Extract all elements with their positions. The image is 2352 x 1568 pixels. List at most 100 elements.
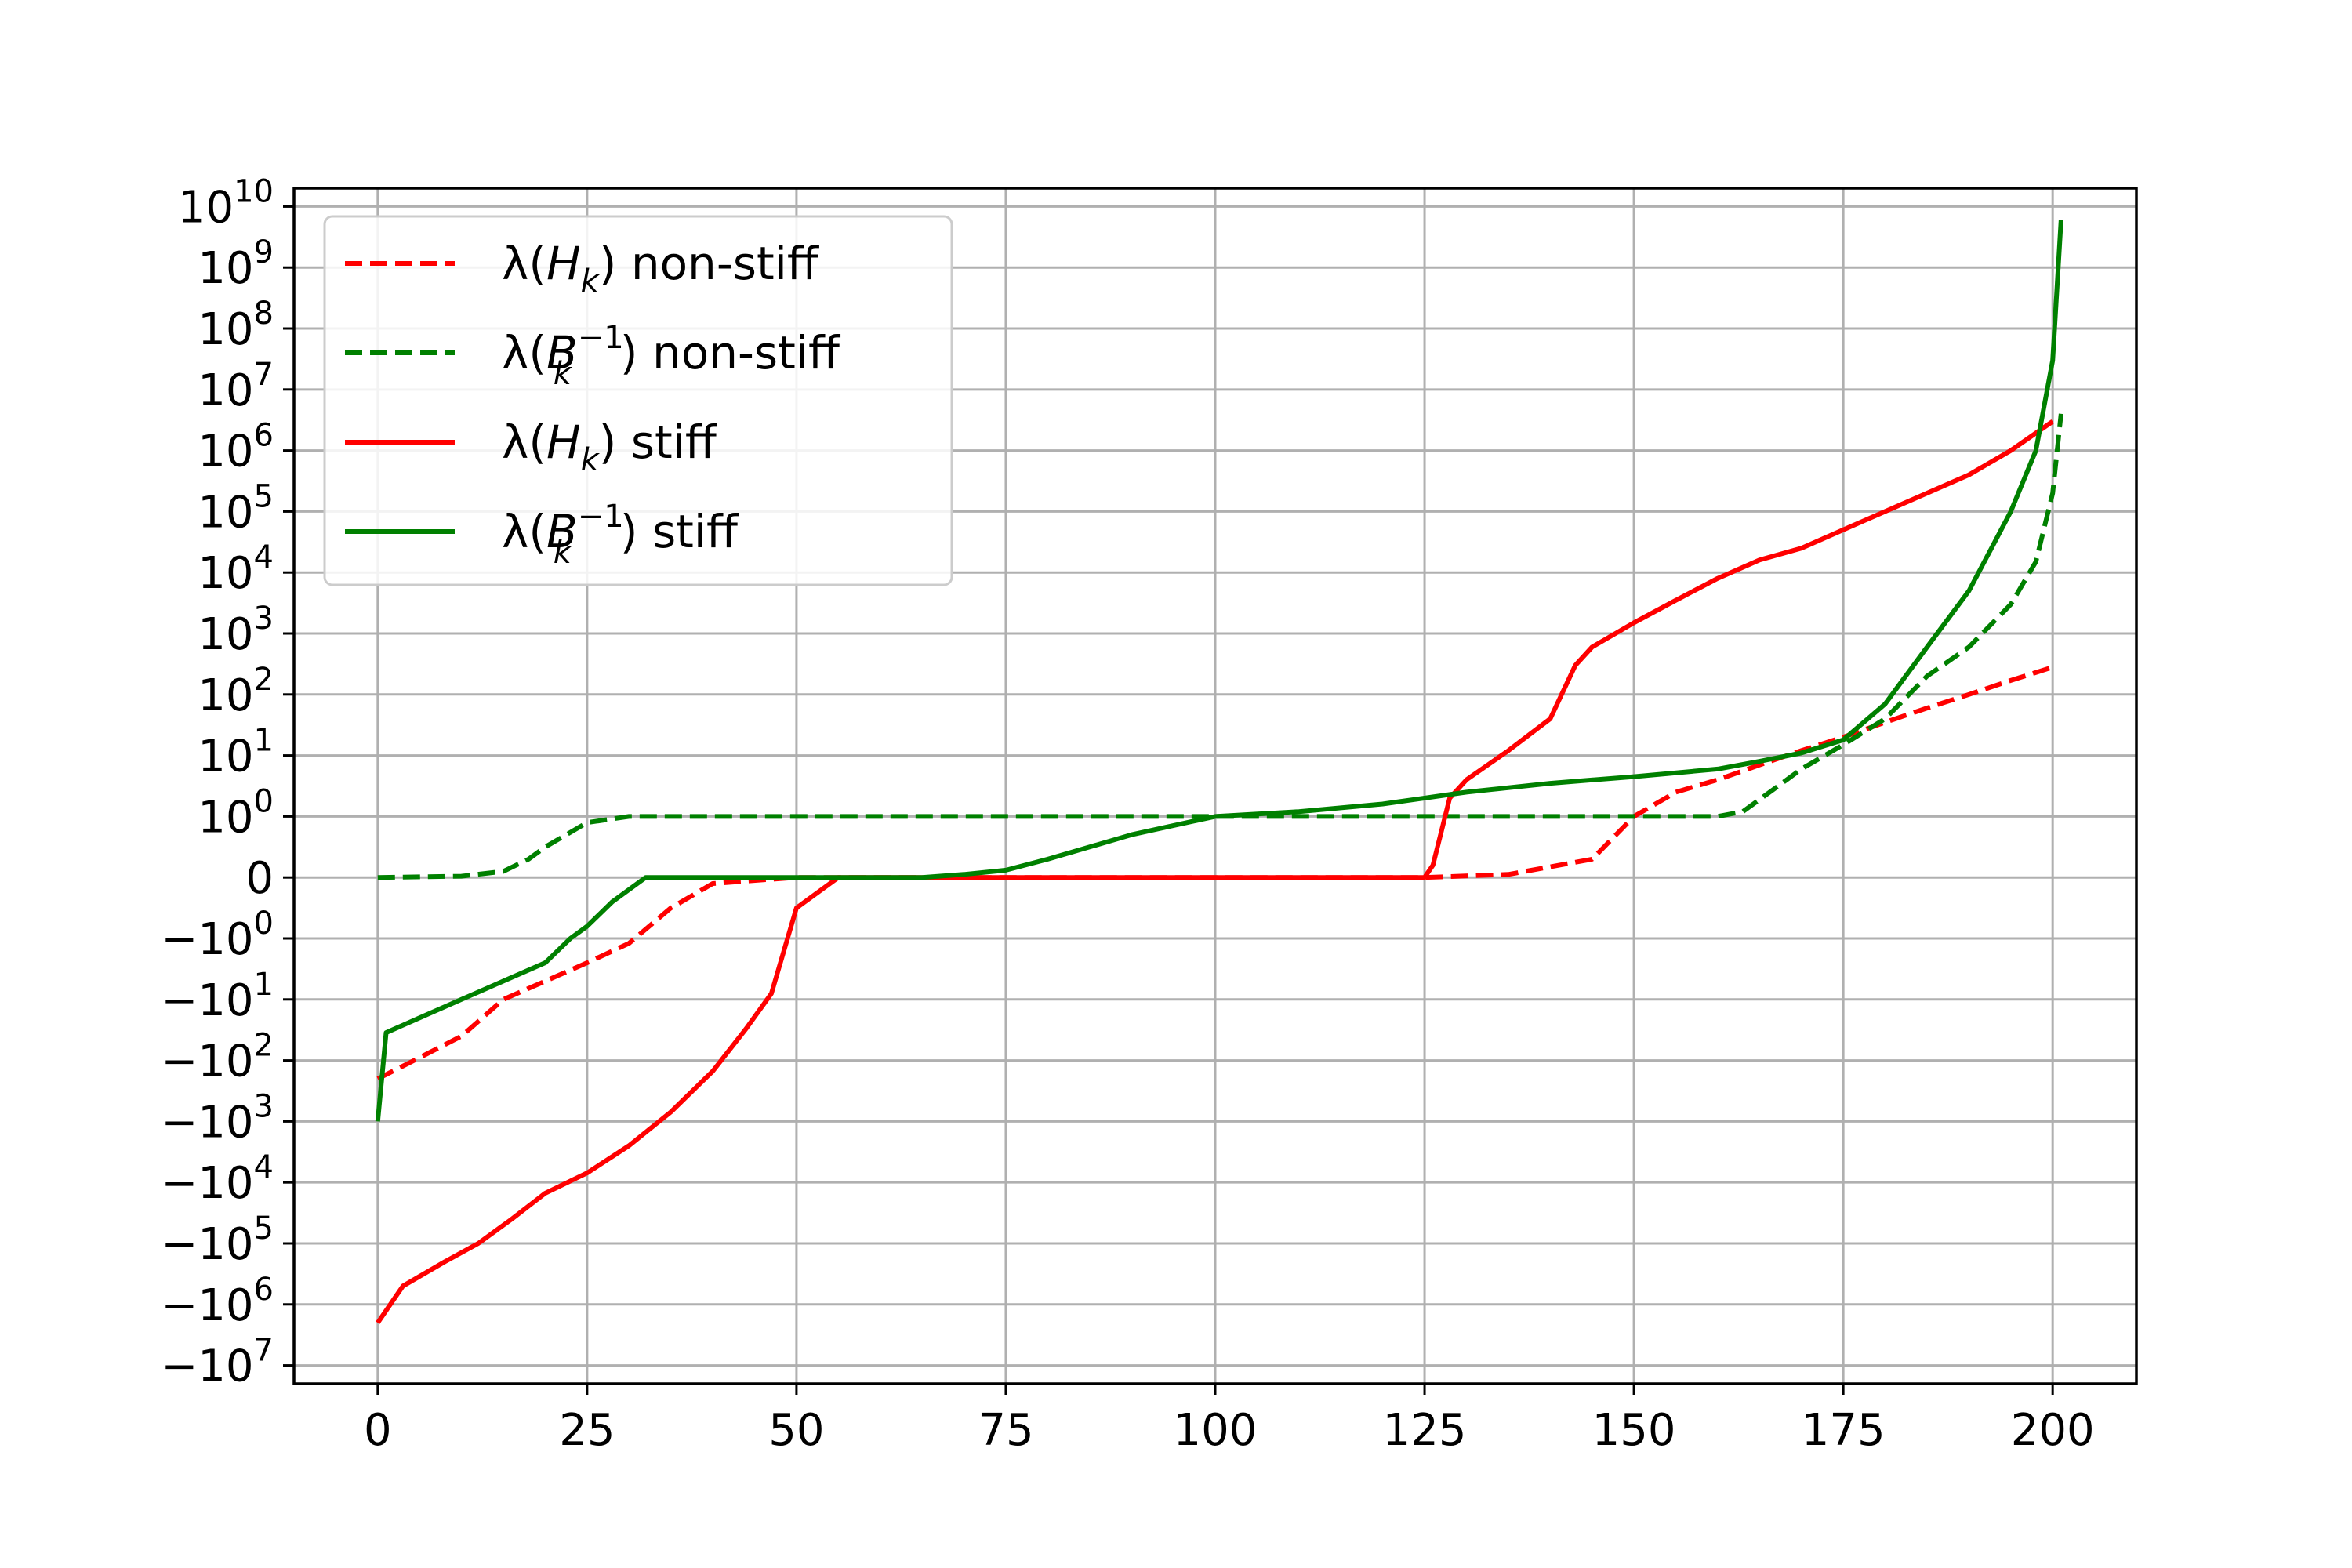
y-tick-exponent: 4 bbox=[254, 539, 274, 575]
y-tick-base: 10 bbox=[198, 609, 253, 660]
y-tick-base: 10 bbox=[198, 487, 253, 538]
y-tick-base: −10 bbox=[161, 1280, 253, 1331]
y-tick-exponent: 1 bbox=[254, 967, 274, 1003]
series-line-1 bbox=[376, 665, 2054, 1081]
y-tick-exponent: 7 bbox=[254, 357, 274, 393]
y-tick-base: −10 bbox=[161, 1158, 253, 1209]
y-tick-exponent: 0 bbox=[254, 906, 274, 942]
y-tick-base: 10 bbox=[198, 304, 253, 355]
legend-suffix: ) stiff bbox=[599, 416, 718, 469]
legend-subscript: k bbox=[554, 535, 573, 571]
y-tick-exponent: 6 bbox=[254, 418, 274, 454]
series-lines bbox=[375, 220, 2063, 1324]
legend-label: λ(B−1 k ) stiff bbox=[502, 499, 739, 571]
y-tick-label: 108 bbox=[198, 296, 274, 355]
x-tick-label: 100 bbox=[1174, 1405, 1258, 1456]
y-tick-label: −103 bbox=[161, 1088, 274, 1148]
y-tick-base: 10 bbox=[198, 365, 253, 416]
y-tick-label: 1010 bbox=[178, 173, 274, 233]
series-line-3 bbox=[376, 419, 2054, 1324]
y-tick-label: 107 bbox=[198, 357, 274, 416]
y-tick-label: 102 bbox=[198, 662, 274, 721]
x-tick-label: 150 bbox=[1592, 1405, 1676, 1456]
y-tick-label: −106 bbox=[161, 1272, 274, 1331]
legend-variable: H bbox=[546, 237, 581, 290]
legend-prefix: λ( bbox=[502, 326, 546, 379]
y-tick-label: 104 bbox=[198, 539, 274, 599]
x-tick-label: 25 bbox=[559, 1405, 615, 1456]
y-tick-exponent: 9 bbox=[254, 234, 274, 270]
legend-suffix: ) stiff bbox=[620, 505, 739, 558]
legend-suffix: ) non-stiff bbox=[599, 237, 820, 290]
y-tick-base: 10 bbox=[198, 426, 253, 477]
legend-label: λ(Hk) non-stiff bbox=[502, 237, 820, 299]
y-tick-base: −10 bbox=[161, 1219, 253, 1270]
y-tick-exponent: 3 bbox=[254, 1088, 274, 1124]
y-tick-base: −10 bbox=[161, 1341, 253, 1392]
y-tick-base: 10 bbox=[198, 670, 253, 721]
y-tick-exponent: 1 bbox=[254, 723, 274, 759]
legend-prefix: λ( bbox=[502, 237, 546, 290]
legend-superscript: −1 bbox=[578, 320, 624, 356]
y-tick-exponent: 3 bbox=[254, 601, 274, 637]
y-tick-base: 10 bbox=[198, 243, 253, 294]
x-axis: 0 25 50 75 100 125 150 175 200 bbox=[364, 1384, 2095, 1456]
y-tick-exponent: 2 bbox=[254, 1028, 274, 1064]
y-tick-base: −10 bbox=[161, 975, 253, 1026]
y-tick-exponent: 2 bbox=[254, 662, 274, 698]
legend-subscript: k bbox=[554, 356, 573, 392]
y-tick-base: −10 bbox=[161, 1097, 253, 1148]
y-tick-exponent: 8 bbox=[254, 296, 274, 332]
x-tick-label: 200 bbox=[2011, 1405, 2095, 1456]
y-tick-label: 100 bbox=[198, 783, 274, 843]
legend-label: λ(Hk) stiff bbox=[502, 416, 718, 478]
y-tick-label: 109 bbox=[198, 234, 274, 294]
series-line-4 bbox=[375, 220, 2063, 1122]
legend-variable: B bbox=[546, 505, 578, 558]
legend-subscript: k bbox=[581, 263, 601, 299]
x-tick-label: 125 bbox=[1383, 1405, 1467, 1456]
x-tick-label: 50 bbox=[768, 1405, 824, 1456]
y-tick-label: 106 bbox=[198, 418, 274, 477]
y-tick-label: −105 bbox=[161, 1210, 274, 1270]
series-line-2 bbox=[377, 413, 2063, 880]
legend-variable: B bbox=[546, 326, 578, 379]
y-tick-exponent: 5 bbox=[254, 1210, 274, 1247]
y-tick-base: −10 bbox=[161, 914, 253, 965]
y-tick-label: −100 bbox=[161, 906, 274, 965]
y-tick-base: 10 bbox=[198, 548, 253, 599]
y-tick-exponent: 5 bbox=[254, 478, 274, 514]
x-tick-label: 0 bbox=[364, 1405, 392, 1456]
y-tick-base: 10 bbox=[198, 731, 253, 782]
y-tick-exponent: 6 bbox=[254, 1272, 274, 1308]
y-tick-label: −101 bbox=[161, 967, 274, 1026]
y-tick-label: −104 bbox=[161, 1149, 274, 1209]
legend-prefix: λ( bbox=[502, 505, 546, 558]
y-tick-base: 0 bbox=[245, 853, 274, 904]
legend-label: λ(B−1 k ) non-stiff bbox=[502, 320, 841, 392]
y-tick-base: 10 bbox=[198, 792, 253, 843]
y-tick-label: 101 bbox=[198, 723, 274, 782]
legend-box bbox=[323, 215, 953, 586]
y-tick-label: −102 bbox=[161, 1028, 274, 1087]
y-tick-label: 103 bbox=[198, 601, 274, 660]
legend-prefix: λ( bbox=[502, 416, 546, 469]
y-tick-label: 0 bbox=[245, 853, 274, 904]
y-tick-exponent: 4 bbox=[254, 1149, 274, 1185]
y-tick-base: 10 bbox=[178, 182, 234, 233]
y-axis: 10101091081071061051041031021011000−100−… bbox=[161, 173, 294, 1392]
legend-subscript: k bbox=[581, 442, 601, 478]
x-tick-label: 175 bbox=[1802, 1405, 1886, 1456]
y-tick-exponent: 10 bbox=[234, 173, 274, 209]
y-tick-base: −10 bbox=[161, 1036, 253, 1087]
legend-superscript: −1 bbox=[578, 499, 624, 535]
y-tick-exponent: 0 bbox=[254, 783, 274, 819]
x-tick-label: 75 bbox=[978, 1405, 1033, 1456]
y-tick-label: 105 bbox=[198, 478, 274, 538]
y-tick-label: −107 bbox=[161, 1333, 274, 1392]
legend-variable: H bbox=[546, 416, 581, 469]
legend-suffix: ) non-stiff bbox=[620, 326, 841, 379]
y-tick-exponent: 7 bbox=[254, 1333, 274, 1369]
